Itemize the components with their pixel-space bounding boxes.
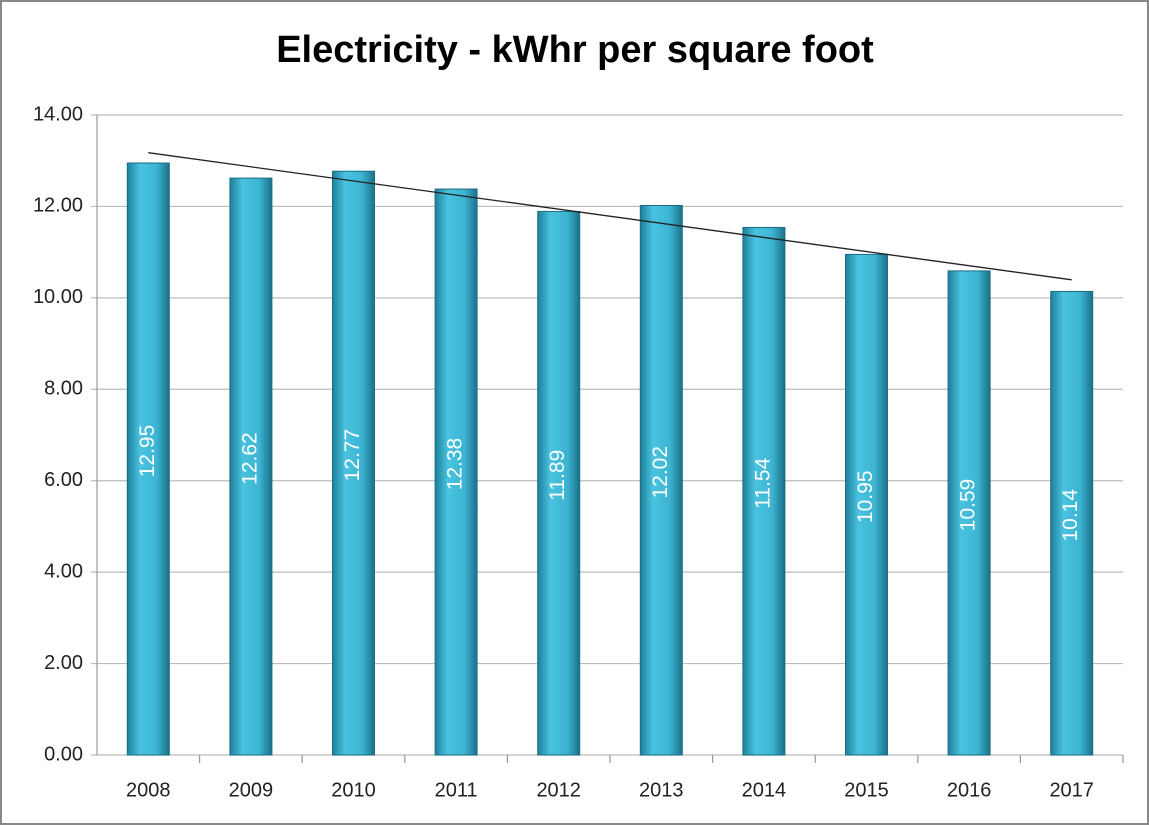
data-label: 12.77 <box>341 429 364 482</box>
data-label: 11.89 <box>546 450 569 501</box>
x-tick-label: 2015 <box>844 779 889 801</box>
y-tick-label: 12.00 <box>33 195 83 217</box>
x-tick-label: 2008 <box>126 779 171 801</box>
data-label: 12.95 <box>136 425 159 478</box>
x-tick-label: 2017 <box>1049 779 1094 801</box>
y-tick-label: 2.00 <box>44 652 83 674</box>
bar <box>537 210 581 756</box>
bar <box>639 205 683 756</box>
x-tick-label: 2009 <box>229 779 274 801</box>
x-tick-label: 2012 <box>536 779 581 801</box>
y-tick-label: 6.00 <box>44 469 83 491</box>
x-tick-label: 2014 <box>742 779 787 801</box>
x-tick-label: 2010 <box>331 779 376 801</box>
bar <box>742 226 786 756</box>
bar <box>332 170 375 756</box>
bar <box>1050 290 1094 756</box>
y-tick-label: 8.00 <box>44 378 83 400</box>
data-label: 10.14 <box>1059 489 1082 542</box>
x-tick-label: 2016 <box>947 779 992 801</box>
y-tick-label: 10.00 <box>33 286 83 308</box>
y-tick-label: 0.00 <box>44 743 83 765</box>
bar <box>434 188 478 756</box>
bar <box>126 162 170 756</box>
data-label: 12.02 <box>649 446 672 499</box>
y-tick-label: 14.00 <box>33 103 83 125</box>
bar <box>229 177 273 756</box>
data-label: 12.38 <box>444 438 467 491</box>
x-tick-label: 2011 <box>435 779 478 801</box>
bar <box>947 270 991 756</box>
data-label: 10.59 <box>957 479 980 532</box>
trendline <box>148 152 1072 281</box>
data-label: 10.95 <box>854 470 877 523</box>
data-label: 12.62 <box>238 432 261 485</box>
y-tick-label: 4.00 <box>44 560 83 582</box>
x-tick-label: 2013 <box>639 779 684 801</box>
bar <box>845 253 888 756</box>
chart-title: Electricity - kWhr per square foot <box>276 29 874 71</box>
data-label: 11.54 <box>751 457 774 508</box>
